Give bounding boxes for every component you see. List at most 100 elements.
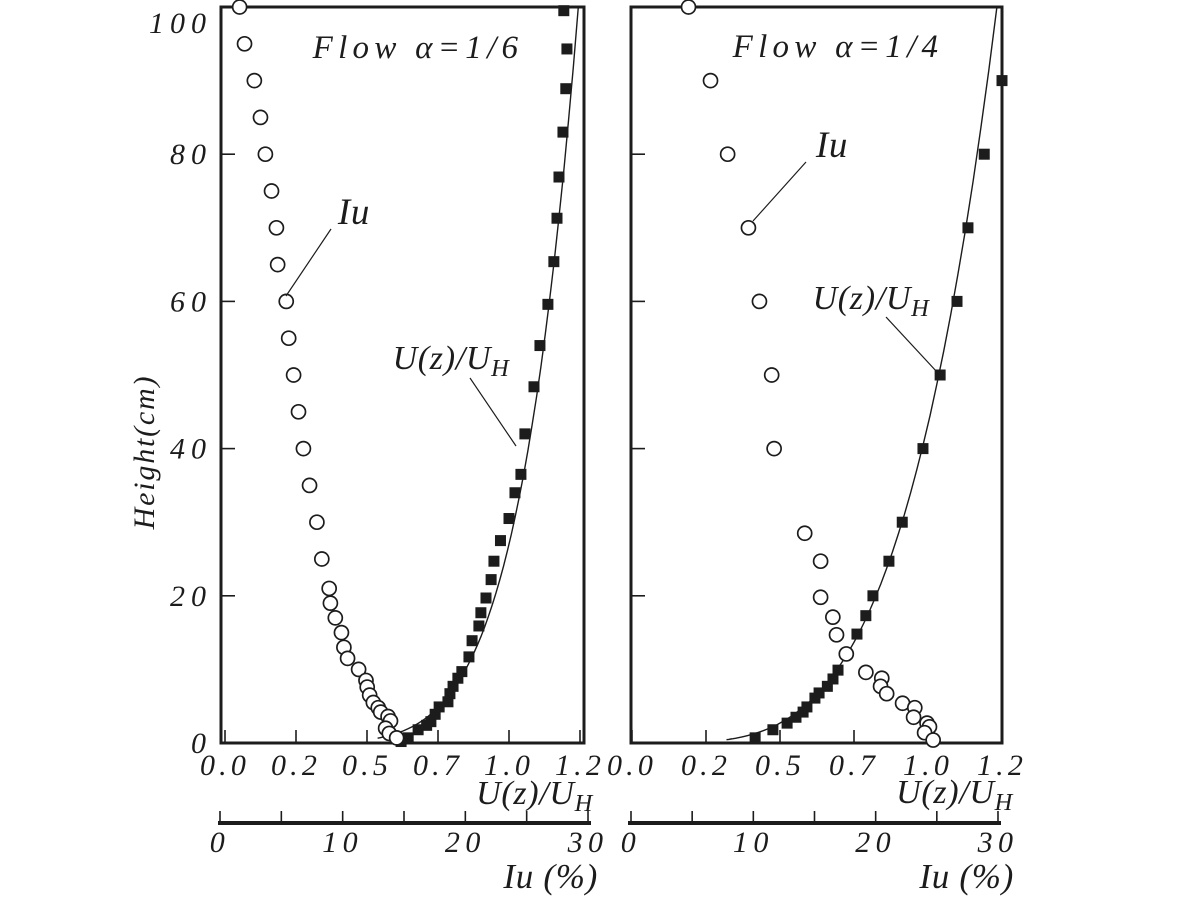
velocity-square-point [553,171,565,183]
velocity-square-point [896,516,908,528]
velocity-square-point [557,126,569,138]
velocity-square-point [402,732,414,744]
velocity-square-point [860,610,872,622]
velocity-square-point [473,620,485,632]
velocity-square-point [801,701,813,713]
panel-left: 0.0 0.2 0.5 0.7 1.0 1.2020406080100Height(cm)… [128,0,609,896]
velocity-square-point [425,716,437,728]
iu-circle-point [858,664,874,681]
iu-circle-point [812,553,829,570]
height-axis-tick-label: 40 [170,433,212,466]
iu-circle-point [828,626,845,643]
iu-circle-point [878,685,895,702]
velocity-square-point [515,468,527,480]
turbulence-axis-tick-label: 30 [977,826,1019,859]
velocity-square-point [551,212,563,224]
iu-annotation-leader-line [285,228,332,297]
velocity-square-point [781,717,793,729]
velocity-square-point [519,428,531,440]
iu-circle-point [231,0,248,15]
iu-circle-point [925,732,942,748]
velocity-square-point [456,666,468,678]
iu-circle-point [333,624,350,641]
iu-circle-point [321,580,338,597]
turbulence-axis-tick-label: 10 [322,826,363,859]
velocity-square-point [749,732,761,744]
turbulence-axis-tick-label: 0 [621,826,641,859]
velocity-square-point [433,701,445,713]
velocity-square-point [447,680,459,692]
velocity-square-point [962,222,974,234]
height-axis-tick-label: 0 [191,727,212,760]
iu-circle-point [719,146,736,163]
turbulence-axis-tick-label: 0 [210,826,230,859]
iu-circle-point [702,72,719,89]
velocity-square-point [813,687,825,699]
velocity-square-point [485,574,497,586]
height-axis-tick-label: 20 [170,580,212,613]
turbulence-axis-tick-label: 30 [567,826,609,859]
iu-circles-series [680,0,942,748]
velocity-square-point [767,724,779,736]
turbulence-axis-title: Iu (%) [918,857,1014,896]
iu-circle-point [812,589,829,606]
velocity-axis-tick-label: 0.0 [607,749,657,782]
iu-annotation-leader-line [752,161,807,222]
velocity-square-point [503,513,515,525]
velocity-square-point [934,369,946,381]
iu-annotation-label: Iu [815,125,848,166]
velocity-axis-tick-label: 1.2 [555,749,605,782]
velocity-square-point [951,295,963,307]
velocity-squares-series [749,75,1008,744]
turbulence-axis-tick-label: 20 [445,826,486,859]
height-axis-tick-label: 80 [170,138,212,171]
iu-circle-point [905,709,922,726]
velocity-square-point [542,298,554,310]
turbulence-axis-tick-label: 20 [855,826,896,859]
iu-annotation-label: Iu [337,192,370,233]
velocity-square-point [444,688,456,700]
iu-circle-point [838,646,855,662]
velocity-square-point [978,148,990,160]
panel-title: Flow α=1/6 [312,30,524,66]
iu-circle-point [766,440,782,457]
velocity-square-point [534,340,546,352]
velocity-square-point [442,696,454,708]
velocity-square-point [883,555,895,567]
iu-circle-point [751,293,768,310]
velocity-square-point [832,664,844,676]
iu-circle-point [257,146,274,163]
velocity-axis-tick-label: 0.2 [681,749,731,782]
velocity-square-point [917,443,929,455]
iu-circle-point [680,0,697,15]
velocity-axis-tick-label: 1.0 [484,749,534,782]
velocity-axis-tick-label: 1.0 [903,749,953,782]
iu-circle-point [252,109,269,126]
velocity-axis-tick-label: 0.5 [755,749,805,782]
iu-circle-point [388,729,405,746]
iu-circle-point [309,514,325,531]
iu-circle-point [322,595,339,612]
iu-circle-point [278,293,295,310]
velocity-annotation-label: U(z)/UH [813,280,931,322]
height-axis-tick-label: 60 [170,285,212,318]
panel-title: Flow α=1/4 [732,29,944,65]
iu-circle-point [796,525,813,542]
velocity-square-point [561,43,573,55]
iu-circle-point [301,477,318,494]
velocity-axis-tick-label: 0.0 [200,749,250,782]
velocity-square-point [480,592,492,604]
height-axis-title: Height(cm) [128,375,161,531]
iu-circle-point [740,219,757,236]
iu-circle-point [246,72,263,89]
iu-circle-point [327,610,344,626]
velocity-square-point [821,680,833,692]
iu-circle-point [339,650,356,667]
turbulence-axis-tick-label: 10 [733,826,774,859]
velocity-square-point [475,607,487,619]
velocity-square-point [429,708,441,720]
iu-circles-series [231,0,405,746]
iu-circle-point [285,367,302,383]
turbulence-axis-title: Iu (%) [502,857,598,896]
